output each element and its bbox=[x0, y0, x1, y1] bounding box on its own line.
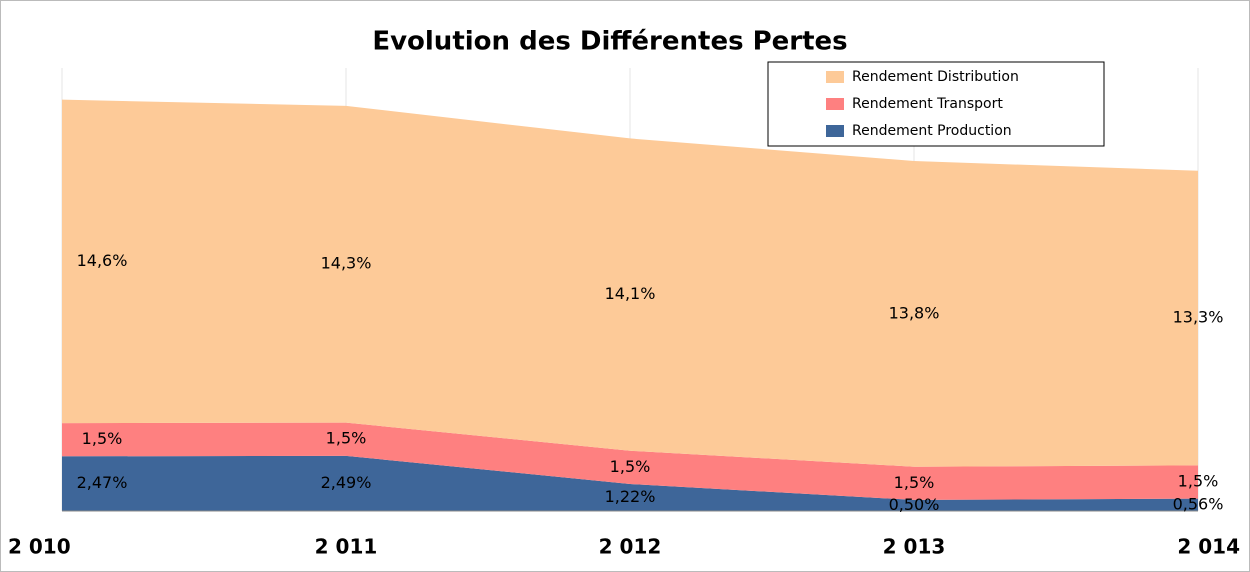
data-label: 1,22% bbox=[605, 487, 656, 506]
chart-title: Evolution des Différentes Pertes bbox=[372, 27, 847, 57]
data-label: 14,6% bbox=[77, 251, 128, 270]
legend-swatch bbox=[826, 125, 844, 137]
area bbox=[62, 422, 1198, 500]
data-label: 0,50% bbox=[889, 495, 940, 514]
data-label: 13,3% bbox=[1173, 308, 1224, 327]
data-label: 13,8% bbox=[889, 303, 940, 322]
data-label: 14,3% bbox=[321, 254, 372, 273]
x-tick-label: 2 014 bbox=[1177, 535, 1240, 559]
data-label: 2,47% bbox=[77, 473, 128, 492]
area bbox=[62, 99, 1198, 467]
x-tick-label: 2 010 bbox=[8, 535, 71, 559]
legend: Rendement Distribution Rendement Transpor… bbox=[767, 61, 1105, 147]
data-label: 1,5% bbox=[894, 473, 935, 492]
legend-label: Rendement Transport bbox=[852, 96, 1003, 112]
data-label: 0,56% bbox=[1173, 494, 1224, 513]
data-label: 1,5% bbox=[610, 457, 651, 476]
data-label: 1,5% bbox=[1178, 471, 1219, 490]
data-label: 14,1% bbox=[605, 284, 656, 303]
data-label: 1,5% bbox=[326, 429, 367, 448]
legend-label: Rendement Distribution bbox=[852, 69, 1019, 85]
data-label: 1,5% bbox=[82, 429, 123, 448]
area bbox=[62, 455, 1198, 511]
legend-swatch bbox=[826, 98, 844, 110]
data-label: 2,49% bbox=[321, 473, 372, 492]
legend-box bbox=[767, 61, 1105, 147]
legend-swatch bbox=[826, 71, 844, 83]
legend-label: Rendement Production bbox=[852, 123, 1012, 139]
x-tick-label: 2 013 bbox=[883, 535, 946, 559]
x-tick-label: 2 012 bbox=[599, 535, 662, 559]
x-tick-label: 2 011 bbox=[315, 535, 378, 559]
